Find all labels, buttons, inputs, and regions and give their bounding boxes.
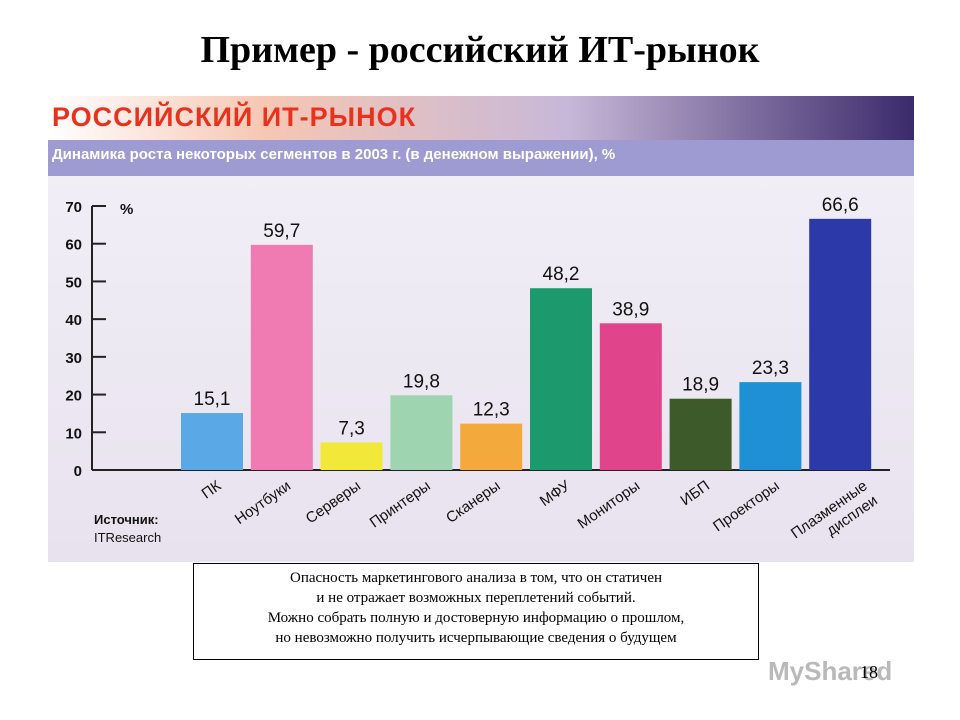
y-tick-label: 20 (65, 388, 82, 405)
data-label: 15,1 (194, 389, 231, 410)
chart-banner (48, 96, 914, 140)
bar (181, 413, 243, 470)
category-label: Мониторы (574, 477, 643, 532)
category-label: Проекторы (710, 477, 783, 535)
watermark-logo: MyShared (768, 656, 893, 686)
data-label: 12,3 (473, 400, 510, 421)
category-label: Ноутбуки (232, 477, 294, 528)
y-tick-label: 10 (65, 425, 82, 442)
y-axis-label: % (120, 201, 133, 218)
note-line: и не отражает возможных переплетений соб… (316, 590, 636, 606)
category-label: Серверы (303, 477, 364, 527)
bar (460, 423, 523, 470)
note-line: Опасность маркетингового анализа в том, … (289, 570, 663, 586)
data-label: 7,3 (338, 418, 364, 439)
note-box: Опасность маркетингового анализа в том, … (193, 563, 759, 660)
y-tick-label: 70 (65, 199, 82, 216)
y-tick-label: 30 (65, 350, 82, 367)
bar (809, 218, 872, 470)
slide-title: Пример - российский ИТ-рынок (200, 29, 760, 71)
data-label: 23,3 (752, 358, 789, 379)
chart-subtitle: Динамика роста некоторых сегментов в 200… (52, 146, 616, 163)
source-label: Источник: (94, 512, 159, 527)
chart-panel: РОССИЙСКИЙ ИТ-РЫНОК Динамика роста некот… (48, 96, 914, 562)
chart-title: РОССИЙСКИЙ ИТ-РЫНОК (52, 102, 417, 132)
bar (739, 382, 802, 470)
y-tick-label: 0 (74, 463, 82, 480)
data-label: 38,9 (612, 299, 649, 320)
data-label: 59,7 (263, 221, 300, 242)
category-label: Принтеры (367, 477, 434, 531)
page-number: 18 (860, 662, 878, 682)
category-label: ПК (199, 477, 225, 502)
y-tick-label: 60 (65, 237, 82, 254)
category-label: ИБП (677, 477, 712, 509)
bar-chart: 0 10 20 30 40 50 60 70 % 15,1 59,7 7,3 19,8 12,3 48,2 3… (65, 195, 890, 557)
source-value: ITResearch (94, 530, 161, 545)
category-label: МФУ (537, 477, 574, 510)
chart-subtitle-bar (48, 140, 914, 176)
bar (320, 442, 383, 470)
note-line: но невозможно получить исчерпывающие све… (275, 630, 677, 646)
data-label: 48,2 (543, 264, 580, 285)
category-label: Сканеры (443, 477, 503, 526)
category-label: Плазменныедисплеи (788, 477, 881, 557)
bar (250, 244, 313, 470)
data-label: 18,9 (682, 375, 719, 396)
bar (390, 395, 453, 470)
bar (530, 288, 592, 470)
bar (599, 323, 662, 470)
data-label: 66,6 (822, 195, 859, 216)
y-tick-label: 50 (65, 274, 82, 291)
note-line: Можно собрать полную и достоверную инфор… (267, 610, 685, 626)
y-tick-label: 40 (65, 312, 82, 329)
bar (669, 398, 732, 470)
data-label: 19,8 (403, 371, 440, 392)
